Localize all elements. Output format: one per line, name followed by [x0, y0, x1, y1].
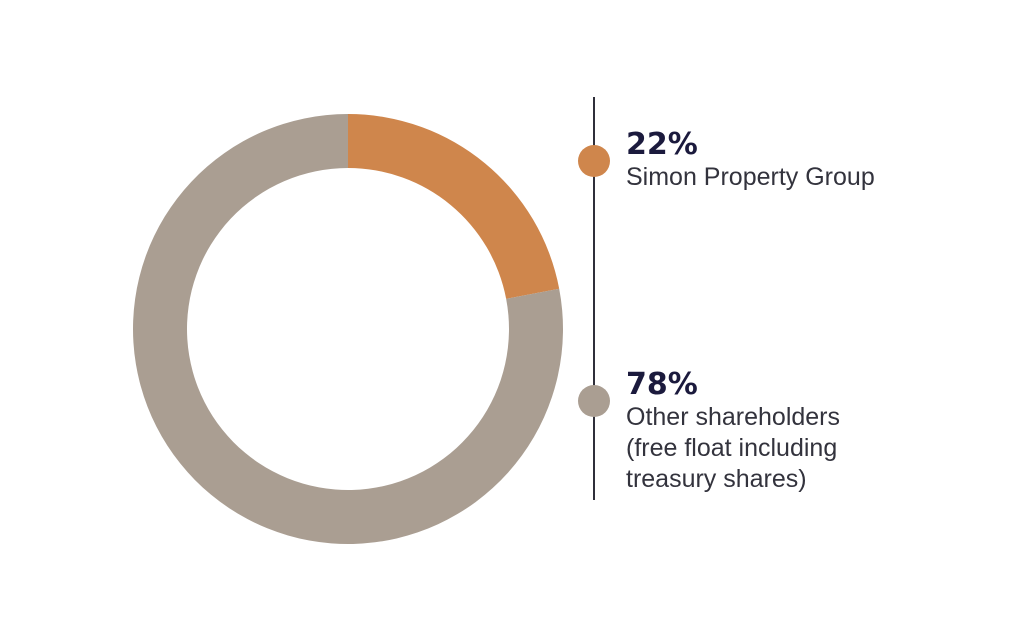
legend-label-line: Other shareholders: [626, 403, 841, 431]
legend-label-line: treasury shares): [626, 465, 807, 493]
legend-label-line: (free float including: [626, 434, 838, 462]
legend-entry-other-shareholders: 78% Other shareholders (free float inclu…: [578, 368, 840, 495]
donut-slice-simon-property-group: [348, 114, 560, 299]
legend-entry-simon-property-group: 22% Simon Property Group: [578, 128, 875, 193]
legend-divider: [593, 97, 595, 500]
legend-label-line: Simon Property Group: [626, 163, 875, 191]
legend-text: 22% Simon Property Group: [626, 128, 875, 193]
legend-value: 22%: [626, 127, 698, 162]
legend-value: 78%: [626, 367, 698, 402]
legend-label: Simon Property Group: [626, 162, 875, 193]
legend-swatch-other-shareholders: [578, 385, 610, 417]
legend-label: Other shareholders (free float including…: [626, 402, 840, 495]
legend-swatch-simon-property-group: [578, 145, 610, 177]
legend-text: 78% Other shareholders (free float inclu…: [626, 368, 840, 495]
donut-slices: [133, 114, 564, 544]
